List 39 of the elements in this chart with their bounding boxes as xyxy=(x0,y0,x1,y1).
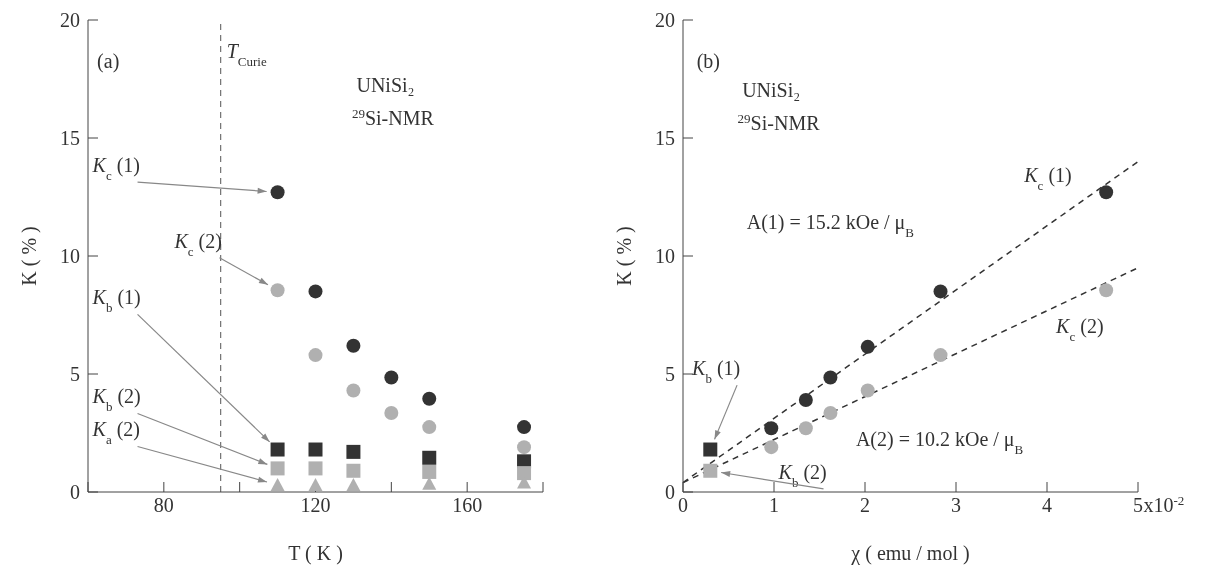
x-tick-label: 5 xyxy=(1133,494,1143,516)
y-tick-label: 5 xyxy=(665,363,675,385)
y-tick-label: 10 xyxy=(655,245,675,267)
annotation: $^{29}$Si-NMR xyxy=(351,105,435,129)
text: K$_{b}$ (1) xyxy=(91,286,141,315)
x-tick-label: 4 xyxy=(1042,494,1052,516)
series-label: K$_{c}$ (1) xyxy=(1023,163,1072,193)
annotation: (a) xyxy=(97,50,120,74)
y-tick-label: 15 xyxy=(60,127,80,149)
y-tick-label: 20 xyxy=(655,9,675,31)
annotation: UNiSi₂ xyxy=(742,78,801,101)
x-axis-title: χ ( emu / mol ) xyxy=(850,542,970,565)
x-tick-label: 2 xyxy=(860,494,870,516)
text: x10$^{-2}$ xyxy=(1143,492,1185,516)
ref-line-label: T$_{Curie}$ xyxy=(226,40,267,69)
annotation: $^{29}$Si-NMR xyxy=(737,110,821,134)
annotation: A(1) = 15.2 kOe / μ$_{B}$ xyxy=(746,210,915,240)
x-tick-label: 1 xyxy=(769,494,779,516)
series-label: K$_{c}$ (2) xyxy=(1055,314,1104,344)
y-tick-label: 10 xyxy=(60,245,80,267)
text: K$_{a}$ (2) xyxy=(91,418,140,447)
y-axis-title: K ( % ) xyxy=(613,226,636,286)
annotation: A(2) = 10.2 kOe / μ$_{B}$ xyxy=(855,427,1024,457)
x-tick-label: 120 xyxy=(300,494,331,516)
text: K$_{c}$ (1) xyxy=(91,154,140,183)
x-tick-label: 160 xyxy=(452,494,483,516)
text: K$_{b}$ (2) xyxy=(91,385,141,414)
text: K$_{b}$ (2) xyxy=(777,460,827,490)
text: K$_{c}$ (2) xyxy=(173,229,222,259)
y-tick-label: 15 xyxy=(655,127,675,149)
y-tick-label: 20 xyxy=(60,9,80,31)
y-tick-label: 5 xyxy=(70,363,80,385)
annotation: (b) xyxy=(696,50,720,74)
x-axis-title: T ( K ) xyxy=(288,542,343,565)
y-axis-title: K ( % ) xyxy=(18,226,41,286)
x-tick-label: 80 xyxy=(153,494,174,516)
annotation: UNiSi₂ xyxy=(356,73,415,96)
text: K$_{b}$ (1) xyxy=(691,357,741,386)
x-tick-label: 3 xyxy=(951,494,961,516)
